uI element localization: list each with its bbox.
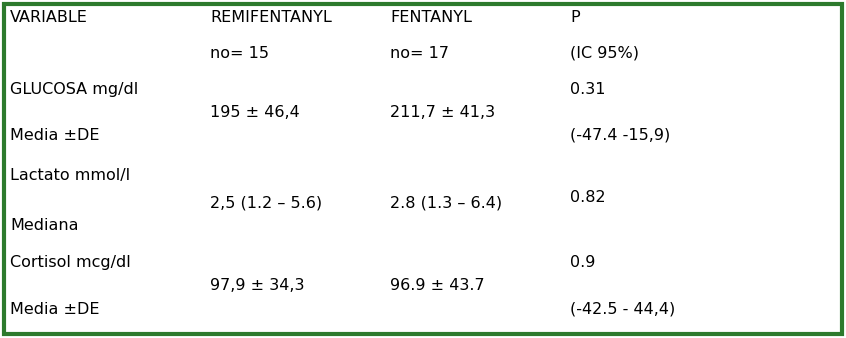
Text: (-42.5 - 44,4): (-42.5 - 44,4) bbox=[570, 302, 675, 317]
Text: 96.9 ± 43.7: 96.9 ± 43.7 bbox=[390, 278, 485, 293]
Text: Mediana: Mediana bbox=[10, 218, 79, 233]
Text: REMIFENTANYL: REMIFENTANYL bbox=[210, 10, 332, 25]
Text: no= 15: no= 15 bbox=[210, 46, 269, 61]
Text: 2.8 (1.3 – 6.4): 2.8 (1.3 – 6.4) bbox=[390, 195, 503, 210]
Text: Lactato mmol/l: Lactato mmol/l bbox=[10, 168, 130, 183]
Text: 211,7 ± 41,3: 211,7 ± 41,3 bbox=[390, 105, 495, 120]
Text: 97,9 ± 34,3: 97,9 ± 34,3 bbox=[210, 278, 305, 293]
Text: 0.82: 0.82 bbox=[570, 190, 606, 205]
Text: FENTANYL: FENTANYL bbox=[390, 10, 472, 25]
Text: (IC 95%): (IC 95%) bbox=[570, 46, 639, 61]
Text: 0.9: 0.9 bbox=[570, 255, 596, 270]
Text: Cortisol mcg/dl: Cortisol mcg/dl bbox=[10, 255, 131, 270]
Text: Media ±DE: Media ±DE bbox=[10, 302, 100, 317]
Text: GLUCOSA mg/dl: GLUCOSA mg/dl bbox=[10, 82, 138, 97]
Text: Media ±DE: Media ±DE bbox=[10, 128, 100, 143]
Text: 0.31: 0.31 bbox=[570, 82, 606, 97]
Text: 195 ± 46,4: 195 ± 46,4 bbox=[210, 105, 299, 120]
Text: (-47.4 -15,9): (-47.4 -15,9) bbox=[570, 128, 670, 143]
Text: no= 17: no= 17 bbox=[390, 46, 449, 61]
Text: 2,5 (1.2 – 5.6): 2,5 (1.2 – 5.6) bbox=[210, 195, 322, 210]
Text: P: P bbox=[570, 10, 580, 25]
Text: VARIABLE: VARIABLE bbox=[10, 10, 88, 25]
